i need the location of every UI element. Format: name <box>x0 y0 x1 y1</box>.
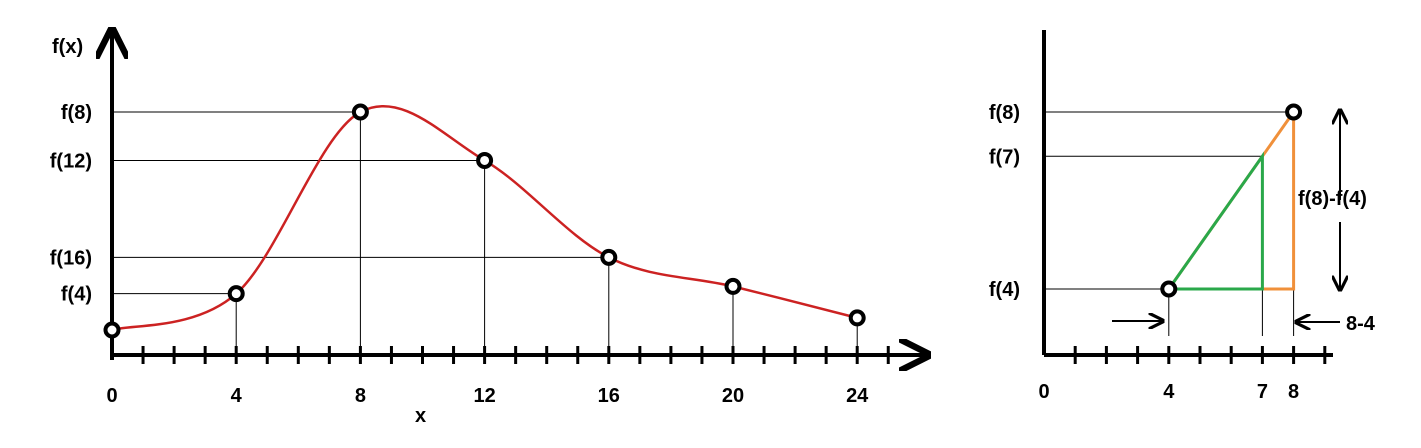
left-y-tick-0: f(8) <box>61 102 92 124</box>
left-y-axis-label: f(x) <box>52 36 83 58</box>
right-x-tick-0: 0 <box>1038 381 1049 403</box>
right-y-tick-labels: f(8) f(7) f(4) <box>989 102 1020 301</box>
left-minor-ticks <box>141 346 890 364</box>
right-triangle-1 <box>1165 151 1264 291</box>
left-x-tick-labels: 0 4 8 12 16 20 24 <box>106 385 869 407</box>
left-y-tick-2: f(16) <box>50 247 92 269</box>
left-x-tick-8: 8 <box>355 385 366 407</box>
right-y-tick-2: f(4) <box>989 279 1020 301</box>
rise-annotation: f(8)-f(4) <box>1298 188 1367 210</box>
left-y-tick-3: f(4) <box>61 284 92 306</box>
left-x-tick-16: 16 <box>598 385 620 407</box>
right-axes <box>1042 30 1333 357</box>
right-y-tick-1: f(7) <box>989 146 1020 168</box>
left-point-24 <box>848 309 866 327</box>
left-chart: 0 4 8 12 16 20 24 f(8) f(12) f(16) f(4) f(x) x <box>50 30 928 427</box>
left-drop-lines <box>235 112 858 355</box>
left-data-points <box>103 103 866 339</box>
left-point-12 <box>476 151 494 169</box>
right-y-tick-0: f(8) <box>989 102 1020 124</box>
run-annotation: 8-4 <box>1346 313 1376 335</box>
left-point-4 <box>227 285 245 303</box>
left-y-tick-1: f(12) <box>50 150 92 172</box>
right-x-tick-7: 7 <box>1257 381 1268 403</box>
left-x-tick-12: 12 <box>473 385 495 407</box>
right-drop-lines <box>1168 112 1295 336</box>
left-point-16 <box>600 248 618 266</box>
left-axes <box>112 30 928 360</box>
right-data-points <box>1160 103 1303 298</box>
left-x-tick-0: 0 <box>106 385 117 407</box>
left-y-tick-labels: f(8) f(12) f(16) f(4) <box>50 102 92 306</box>
right-x-tick-8: 8 <box>1288 381 1299 403</box>
left-x-tick-24: 24 <box>846 385 869 407</box>
left-x-tick-4: 4 <box>231 385 243 407</box>
left-x-axis-label: x <box>415 405 426 427</box>
left-point-20 <box>724 277 742 295</box>
right-point-4 <box>1160 280 1178 298</box>
right-x-tick-4: 4 <box>1163 381 1175 403</box>
left-point-8 <box>351 103 369 121</box>
left-point-0 <box>103 321 121 339</box>
right-triangles <box>1165 107 1296 291</box>
right-point-8 <box>1285 103 1303 121</box>
right-minor-ticks <box>1073 346 1327 364</box>
left-x-tick-20: 20 <box>722 385 744 407</box>
right-reference-lines <box>1044 111 1294 290</box>
